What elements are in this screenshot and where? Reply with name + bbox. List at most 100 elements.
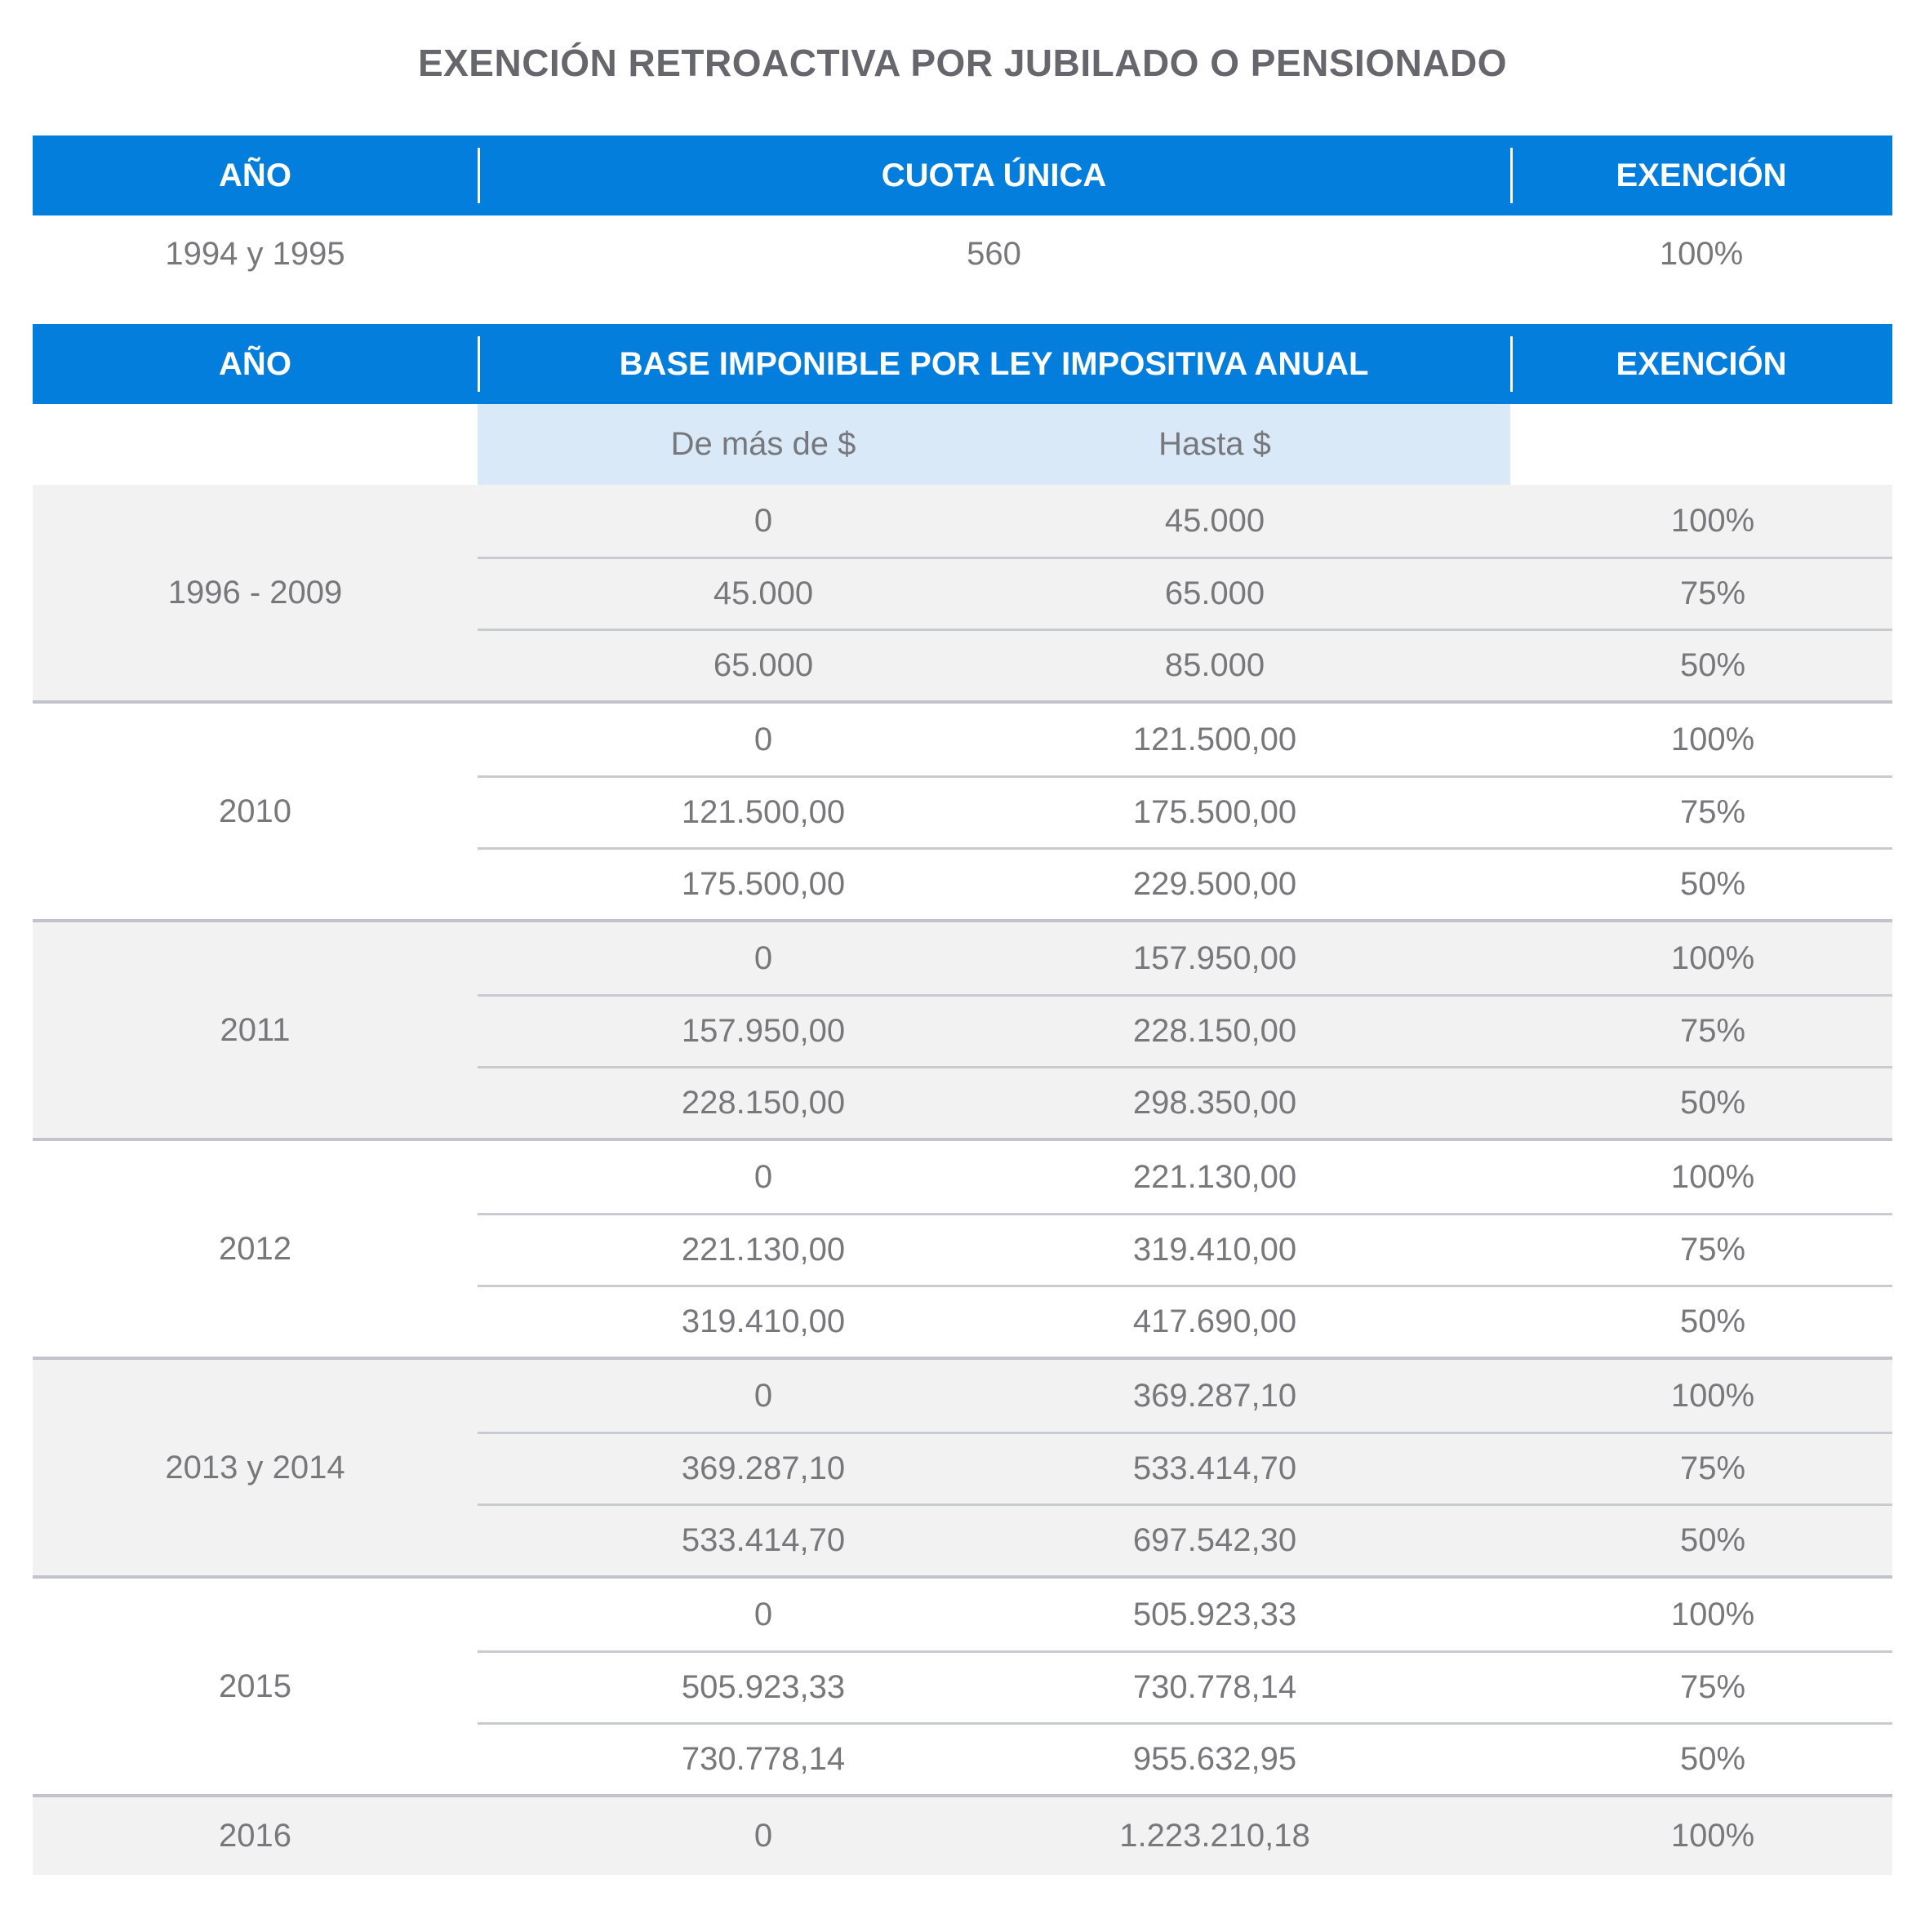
cell-cuota: 560 (967, 236, 1021, 272)
cell-year: 1994 y 1995 (165, 236, 345, 272)
table-row: 730.778,14 955.632,95 50% (478, 1722, 1892, 1794)
header-cuota-unica: CUOTA ÚNICA (881, 157, 1107, 193)
table-row: 1994 y 1995 560 100% (33, 215, 1892, 293)
cell-exemption: 100% (1670, 1596, 1755, 1632)
subheader-band: De más de $ Hasta $ (478, 404, 1510, 485)
cell-to: 1.223.210,18 (1119, 1818, 1310, 1854)
year-label: 2011 (220, 1011, 291, 1048)
cell-exemption: 100% (1670, 1158, 1755, 1195)
cell-to: 157.950,00 (1132, 939, 1297, 976)
cell-to: 229.500,00 (1132, 866, 1297, 902)
cell-to: 533.414,70 (1132, 1450, 1297, 1486)
table-row: 0 45.000 100% (478, 485, 1892, 557)
year-label: 2016 (219, 1818, 291, 1854)
cell-to: 175.500,00 (1132, 794, 1297, 830)
subheader-spacer (1510, 404, 1892, 485)
cuota-unica-header-row: AÑO CUOTA ÚNICA EXENCIÓN (33, 135, 1892, 215)
cell-to: 697.542,30 (1132, 1522, 1297, 1558)
cell-exemption: 75% (1679, 1013, 1746, 1049)
cell-to: 45.000 (1164, 502, 1265, 539)
year-label: 2015 (219, 1668, 291, 1704)
cell-from: 0 (754, 1158, 773, 1195)
cell-to: 221.130,00 (1132, 1158, 1297, 1195)
cell-exemption: 75% (1679, 1669, 1746, 1705)
cell-exemption: 50% (1679, 647, 1746, 683)
header-divider (1510, 148, 1513, 203)
cell-from: 0 (754, 939, 773, 976)
cell-to: 417.690,00 (1132, 1304, 1297, 1339)
table-row: 175.500,00 229.500,00 50% (478, 847, 1892, 919)
cell-from: 157.950,00 (681, 1013, 846, 1049)
year-label: 2012 (219, 1230, 291, 1267)
cell-exemption: 50% (1679, 1085, 1746, 1121)
cell-from: 730.778,14 (681, 1741, 846, 1777)
cell-exemption: 75% (1679, 1450, 1746, 1486)
table-row: 228.150,00 298.350,00 50% (478, 1066, 1892, 1138)
table-row: 221.130,00 319.410,00 75% (478, 1213, 1892, 1285)
cell-from: 175.500,00 (681, 866, 846, 902)
cell-from: 0 (754, 1596, 773, 1632)
base-imponible-table: AÑO BASE IMPONIBLE POR LEY IMPOSITIVA AN… (33, 324, 1892, 1875)
cell-exemption: 100% (1659, 236, 1744, 272)
table-row: 121.500,00 175.500,00 75% (478, 775, 1892, 847)
year-label: 2010 (219, 793, 291, 829)
cell-to: 730.778,14 (1132, 1669, 1297, 1705)
cell-to: 319.410,00 (1132, 1232, 1297, 1268)
header-divider (1510, 336, 1513, 392)
header-exencion: EXENCIÓN (1616, 345, 1787, 382)
cell-to: 65.000 (1164, 575, 1265, 611)
cell-to: 955.632,95 (1132, 1741, 1297, 1777)
cell-from: 0 (754, 1818, 773, 1854)
header-base-imponible: BASE IMPONIBLE POR LEY IMPOSITIVA ANUAL (619, 345, 1369, 382)
cell-to: 228.150,00 (1132, 1013, 1297, 1049)
header-exencion: EXENCIÓN (1616, 157, 1787, 193)
header-divider (478, 336, 480, 392)
cell-from: 319.410,00 (681, 1304, 846, 1339)
year-group-2015: 2015 0 505.923,33 100% 505.923,33 730.77… (33, 1575, 1892, 1794)
cell-to: 85.000 (1164, 647, 1265, 683)
table-row: 45.000 65.000 75% (478, 557, 1892, 628)
year-group-2012: 2012 0 221.130,00 100% 221.130,00 319.41… (33, 1138, 1892, 1357)
table-row: 319.410,00 417.690,00 50% (478, 1285, 1892, 1357)
year-group-1996-2009: 1996 - 2009 0 45.000 100% 45.000 65.000 … (33, 485, 1892, 700)
header-ano: AÑO (219, 157, 291, 193)
subheader-to: Hasta $ (1158, 426, 1271, 462)
table-row: 0 121.500,00 100% (478, 704, 1892, 775)
cell-from: 533.414,70 (681, 1522, 846, 1558)
table-row: 0 369.287,10 100% (478, 1360, 1892, 1432)
table-row: 65.000 85.000 50% (478, 628, 1892, 700)
subheader-spacer (33, 404, 478, 485)
cell-exemption: 50% (1679, 1522, 1746, 1558)
page-title: EXENCIÓN RETROACTIVA POR JUBILADO O PENS… (417, 42, 1508, 84)
cell-exemption: 75% (1679, 575, 1746, 611)
header-divider (478, 148, 480, 203)
base-imponible-header-row: AÑO BASE IMPONIBLE POR LEY IMPOSITIVA AN… (33, 324, 1892, 404)
cell-exemption: 100% (1670, 721, 1755, 757)
cell-exemption: 100% (1670, 1818, 1755, 1854)
cell-exemption: 50% (1679, 1304, 1746, 1339)
cell-to: 505.923,33 (1132, 1596, 1297, 1632)
cell-from: 0 (754, 1377, 773, 1414)
table-row: 0 505.923,33 100% (478, 1579, 1892, 1650)
year-group-2016: 2016 0 1.223.210,18 100% (33, 1794, 1892, 1875)
cell-from: 0 (754, 502, 773, 539)
cell-from: 228.150,00 (681, 1085, 846, 1121)
year-label: 1996 - 2009 (167, 574, 343, 611)
table-row: 0 221.130,00 100% (478, 1141, 1892, 1213)
cell-from: 65.000 (713, 647, 814, 683)
header-ano: AÑO (219, 345, 291, 382)
year-group-2010: 2010 0 121.500,00 100% 121.500,00 175.50… (33, 700, 1892, 919)
table-row: 533.414,70 697.542,30 50% (478, 1503, 1892, 1575)
cell-from: 369.287,10 (681, 1450, 846, 1486)
table-row: 157.950,00 228.150,00 75% (478, 994, 1892, 1066)
cuota-unica-table: AÑO CUOTA ÚNICA EXENCIÓN 1994 y 1995 560… (33, 135, 1892, 293)
cell-exemption: 50% (1679, 1741, 1746, 1777)
cell-from: 121.500,00 (681, 794, 846, 830)
cell-from: 505.923,33 (681, 1669, 846, 1705)
cell-to: 369.287,10 (1132, 1377, 1297, 1414)
cell-from: 221.130,00 (681, 1232, 846, 1268)
table-row: 505.923,33 730.778,14 75% (478, 1650, 1892, 1722)
cell-from: 45.000 (713, 575, 814, 611)
table-row: 369.287,10 533.414,70 75% (478, 1432, 1892, 1503)
cell-exemption: 100% (1670, 1377, 1755, 1414)
